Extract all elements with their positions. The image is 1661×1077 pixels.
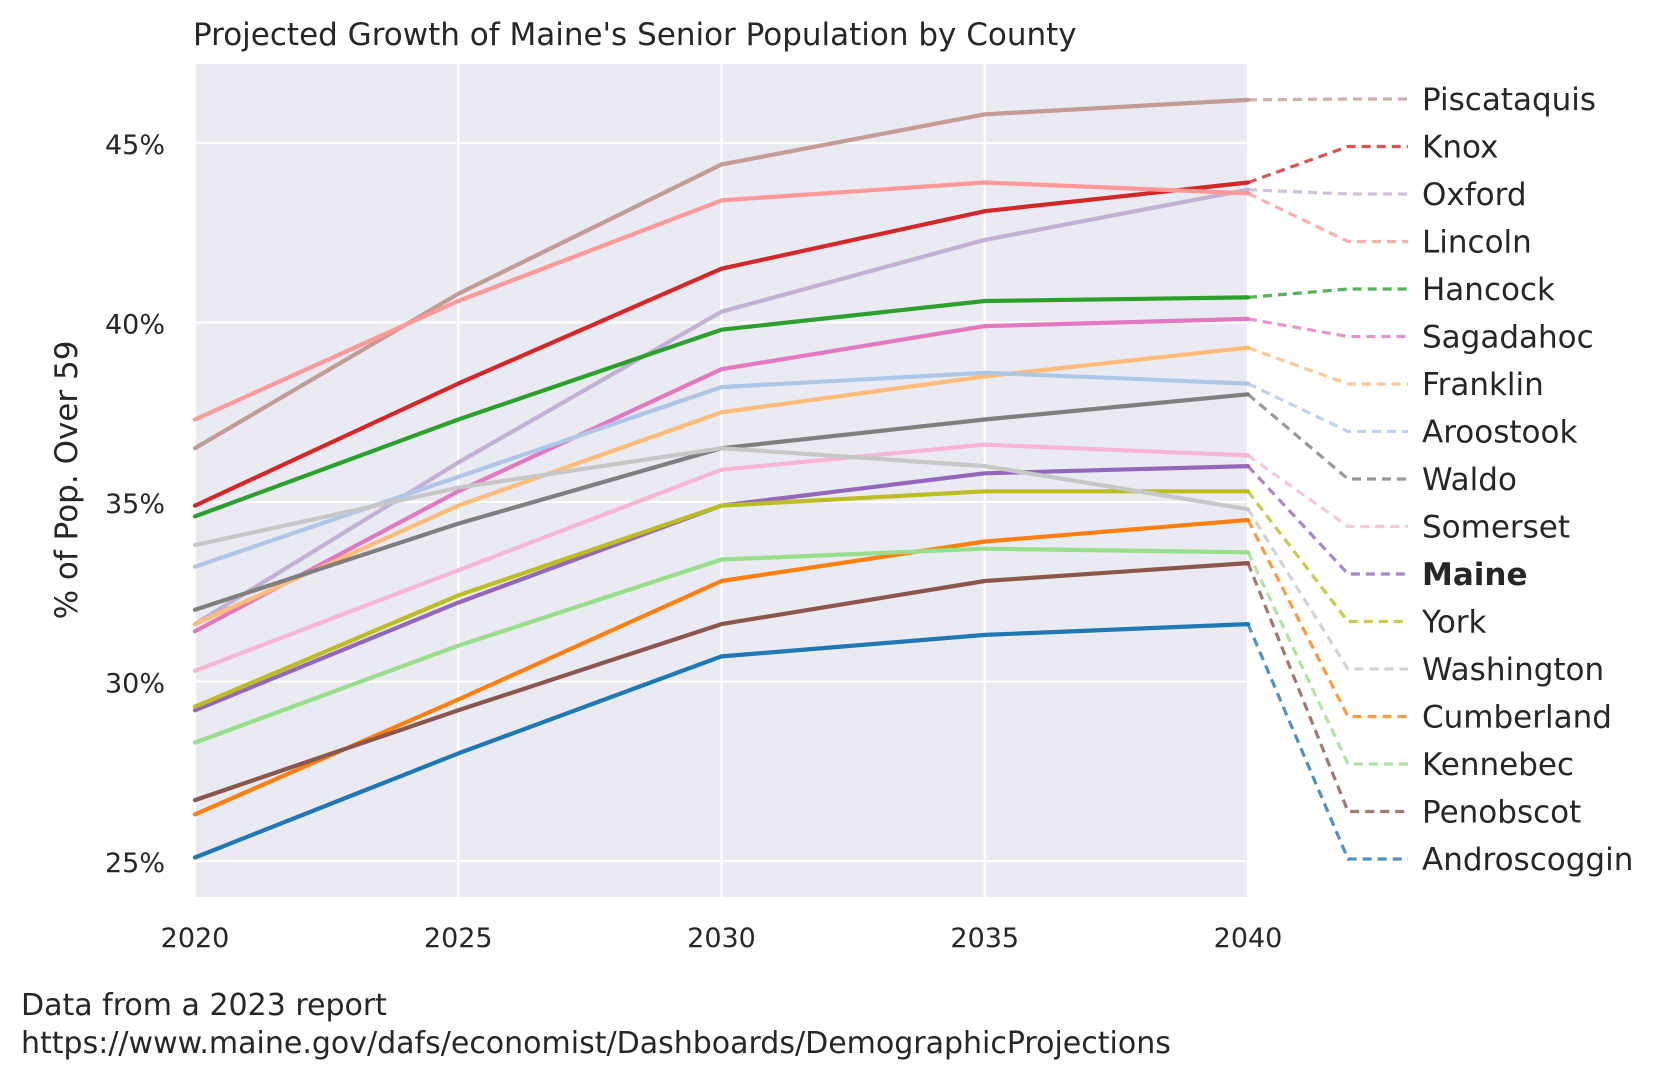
legend-connectors [1246, 97, 1408, 861]
x-tick-label: 2040 [1214, 923, 1283, 954]
legend-connector [1246, 465, 1408, 576]
y-tick-label: 25% [105, 848, 165, 879]
y-tick-label: 40% [105, 310, 165, 341]
series-line-cumberland [192, 517, 1251, 817]
legend-label: Washington [1422, 652, 1604, 688]
y-tick-labels: 25% 30% 35% 40% 45% [105, 130, 165, 879]
series-line-penobscot [192, 560, 1251, 803]
legend-label: York [1421, 605, 1487, 641]
legend-connector [1247, 382, 1408, 434]
source-note-url: https://www.maine.gov/dafs/economist/Das… [21, 1026, 1171, 1061]
legend-connector [1246, 562, 1408, 814]
y-axis-label: % of Pop. Over 59 [49, 341, 85, 620]
x-tick-label: 2035 [950, 923, 1019, 954]
legend-label: Penobscot [1422, 795, 1581, 831]
legend-label: Androscoggin [1422, 842, 1633, 878]
legend-label: Waldo [1422, 462, 1517, 498]
chart-title: Projected Growth of Maine's Senior Popul… [193, 17, 1077, 53]
series-line-franklin [192, 345, 1251, 627]
legend-connector [1247, 317, 1408, 339]
legend-label: Cumberland [1422, 700, 1612, 736]
legend-connector [1247, 191, 1408, 244]
series-line-somerset [192, 442, 1251, 673]
series-line-lincoln [192, 180, 1251, 422]
series-line-hancock [192, 295, 1251, 519]
y-tick-label: 35% [105, 489, 165, 520]
legend-label: Lincoln [1422, 225, 1532, 261]
legend-label: Somerset [1422, 510, 1570, 546]
legend-label: Hancock [1422, 272, 1555, 308]
legend-connector [1246, 508, 1408, 671]
legend-label: Knox [1422, 130, 1498, 166]
legend-connector [1247, 188, 1408, 196]
legend-connector [1246, 551, 1408, 766]
legend-connector [1246, 623, 1408, 861]
legend-label: Piscataquis [1422, 82, 1596, 118]
legend-connector [1247, 454, 1408, 529]
series-line-sagadahoc [192, 316, 1251, 634]
legend: Piscataquis Knox Oxford Lincoln Hancock Sagad… [1421, 82, 1633, 878]
y-tick-label: 45% [105, 130, 165, 161]
legend-connector [1247, 346, 1408, 386]
x-tick-label: 2025 [424, 923, 493, 954]
y-tick-label: 30% [105, 669, 165, 700]
legend-connector [1247, 287, 1408, 299]
series-line-york [192, 489, 1251, 709]
series-line-piscataquis [192, 97, 1251, 451]
legend-label: Aroostook [1422, 415, 1577, 451]
legend-label: Oxford [1422, 177, 1527, 213]
series-line-androscoggin [192, 621, 1251, 860]
legend-label: Sagadahoc [1422, 320, 1594, 356]
legend-connector [1246, 393, 1408, 481]
x-tick-label: 2020 [161, 923, 230, 954]
legend-label: Kennebec [1422, 747, 1574, 783]
x-tick-label: 2030 [687, 923, 756, 954]
x-tick-labels: 2020 2025 2030 2035 2040 [161, 923, 1283, 954]
series-line-oxford [192, 187, 1251, 627]
legend-connector [1247, 144, 1408, 185]
series-line-knox [192, 180, 1251, 508]
legend-connector [1246, 519, 1408, 719]
series-line-washington [192, 446, 1251, 548]
legend-label: Franklin [1422, 367, 1544, 403]
legend-label: Maine [1422, 557, 1528, 593]
legend-connector [1247, 97, 1408, 102]
series-line-kennebec [192, 546, 1251, 745]
series-lines [192, 97, 1251, 860]
grid-lines [193, 64, 1250, 897]
source-note-line-1: Data from a 2023 report [21, 988, 387, 1023]
